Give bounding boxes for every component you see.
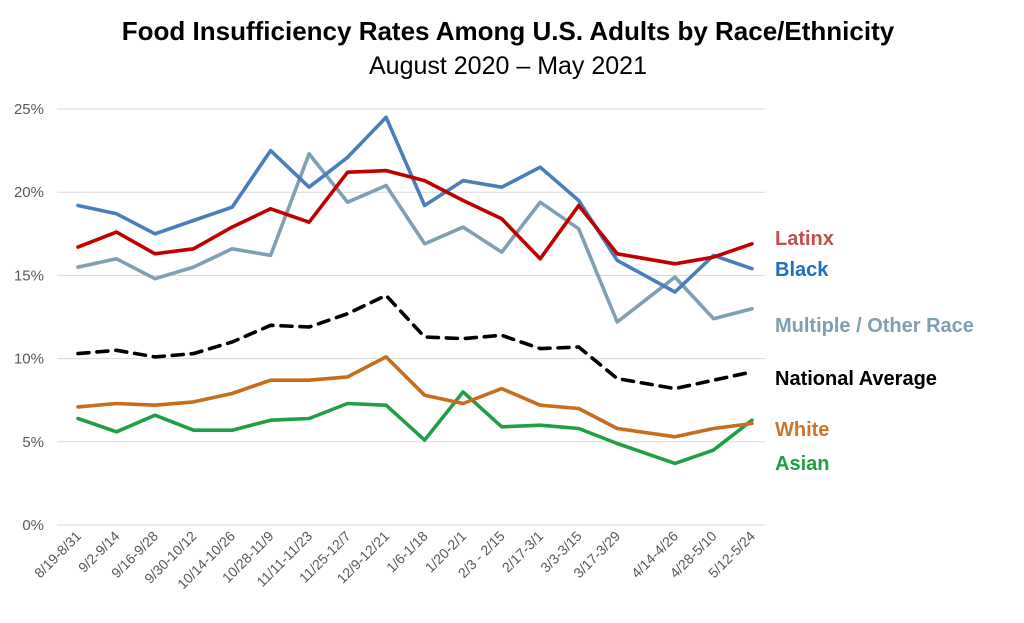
x-tick-label: 2/17-3/1: [499, 528, 547, 576]
y-tick-label: 25%: [14, 101, 44, 118]
legend-label: National Average: [775, 368, 937, 390]
series-line-national-average: [76, 293, 754, 391]
chart-title: Food Insufficiency Rates Among U.S. Adul…: [122, 16, 895, 46]
legend-label: Black: [775, 259, 829, 281]
series-line-white: [76, 355, 754, 439]
legend: Latinx Black Multiple / Other Race National…: [775, 228, 974, 475]
x-axis-ticks: 8/19-8/319/2-9/149/16-9/289/30-10/1210/1…: [31, 528, 758, 592]
y-tick-label: 20%: [14, 184, 44, 201]
x-tick-label: 1/6-1/18: [383, 528, 431, 576]
series-lines: [76, 115, 754, 466]
series-line-black: [76, 115, 754, 294]
y-tick-label: 15%: [14, 267, 44, 284]
legend-label: White: [775, 419, 829, 441]
legend-label: Multiple / Other Race: [775, 315, 974, 337]
series-line-multiple-other-race: [76, 152, 754, 324]
series-line-latinx: [76, 168, 754, 266]
y-tick-label: 5%: [22, 434, 44, 451]
legend-label: Asian: [775, 453, 829, 475]
grid: [57, 108, 765, 526]
y-tick-label: 0%: [22, 517, 44, 534]
series-line-asian: [76, 390, 754, 466]
x-tick-label: 8/19-8/31: [31, 528, 84, 581]
legend-label: Latinx: [775, 228, 834, 250]
chart-subtitle: August 2020 – May 2021: [369, 52, 647, 80]
y-axis-ticks: 0% 5% 10% 15% 20% 25%: [14, 101, 44, 534]
y-tick-label: 10%: [14, 351, 44, 368]
